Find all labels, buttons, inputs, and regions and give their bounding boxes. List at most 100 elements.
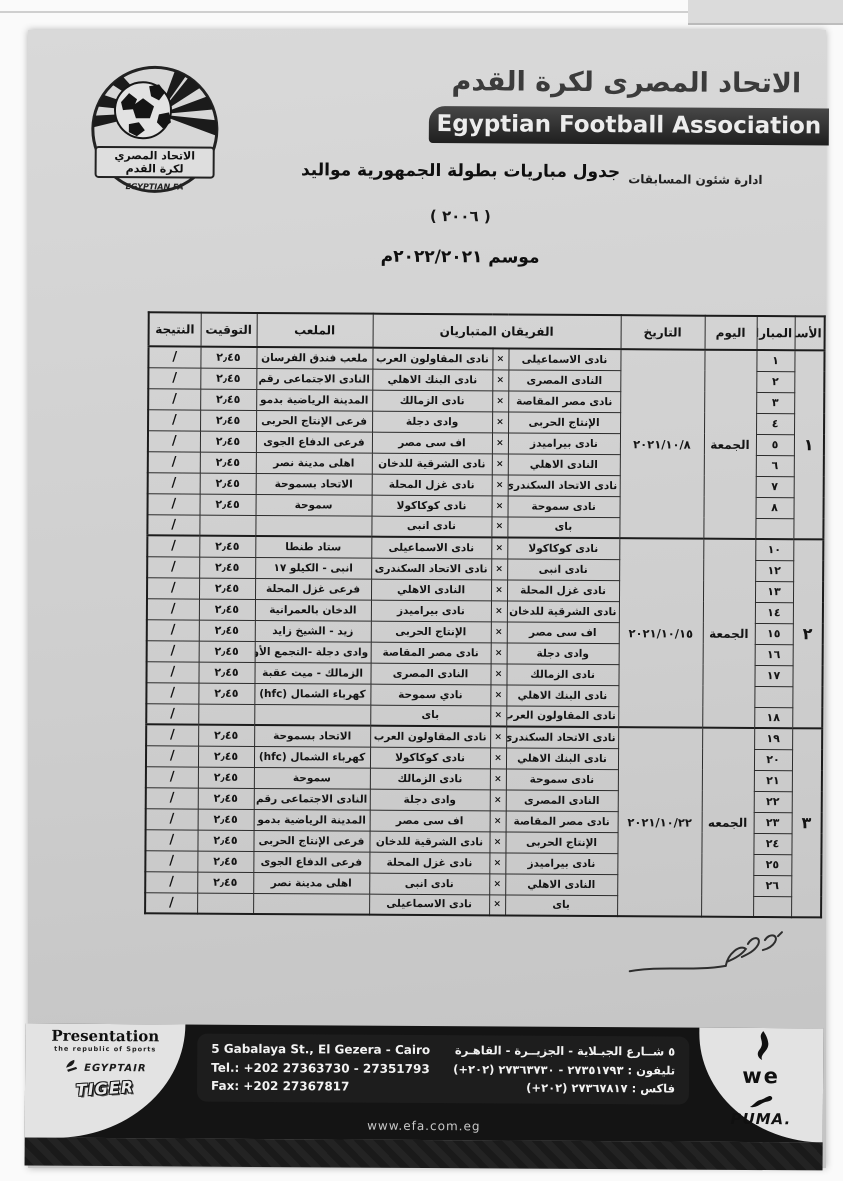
col-header-match: المباراة xyxy=(756,316,795,351)
result-cell: / xyxy=(147,430,201,452)
time-cell: ٢٫٤٥ xyxy=(197,766,254,788)
team2-cell: اف سى مصر xyxy=(371,431,493,454)
efa-crest-logo: الاتحاد المصري لكرة القدم EGYPTIAN FA xyxy=(84,58,225,205)
footer-address-arabic: ٥ شــارع الجبـلاية - الجزيــرة - القاهـر… xyxy=(453,1042,675,1099)
scan-top-edge-line xyxy=(0,11,705,13)
vs-mark-cell: × xyxy=(489,873,506,895)
team1-cell: النادى الاهلي xyxy=(507,453,620,476)
team2-cell: نادى الزمالك xyxy=(372,389,493,412)
result-cell: / xyxy=(148,367,201,389)
team1-cell: نادى انبى xyxy=(507,558,620,581)
time-cell: ٢٫٤٥ xyxy=(198,661,255,683)
result-cell: / xyxy=(148,346,201,368)
team2-cell: نادى انبى xyxy=(369,872,490,895)
time-cell: ٢٫٤٥ xyxy=(199,451,256,473)
stadium-cell: النادى الاجتماعى رقم ١ xyxy=(253,787,370,810)
vs-mark-cell: × xyxy=(489,852,506,874)
department-label: ادارة شئون المسابقات xyxy=(628,172,763,188)
vs-mark-cell: × xyxy=(490,600,507,622)
match-number-cell: ٧ xyxy=(755,476,794,498)
team2-cell: نادى غزل المحلة xyxy=(371,473,492,496)
stadium-cell xyxy=(254,703,371,726)
team2-cell: نادى المقاولون العرب xyxy=(372,347,493,370)
stadium-cell: الدخان بالعمرانية xyxy=(254,598,371,621)
time-cell: ٢٫٤٥ xyxy=(199,493,256,515)
match-number-cell: ٢٤ xyxy=(753,832,792,855)
result-cell: / xyxy=(148,409,201,431)
vs-mark-cell: × xyxy=(490,726,507,748)
team1-cell: النادى الاهلي xyxy=(505,873,618,896)
col-header-day: اليوم xyxy=(704,315,757,351)
col-header-time: التوقيت xyxy=(200,312,257,347)
org-title-arabic: الاتحاد المصرى لكرة القدم xyxy=(451,66,802,100)
fax-line-ar: فاكس : ٢٧٣٦٧٨١٧ ⁦(+٢٠٢)⁩ xyxy=(526,1080,676,1096)
result-cell: / xyxy=(145,892,198,914)
team1-cell: نادى الاتحاد السكندرى xyxy=(507,474,620,497)
vs-mark-cell: × xyxy=(489,894,506,916)
tiger-logo: TIGER xyxy=(75,1077,135,1100)
result-cell: / xyxy=(145,808,198,830)
result-cell: / xyxy=(147,472,200,494)
col-header-stadium: الملعب xyxy=(256,312,373,348)
team2-cell: نادى الشرقية للدخان xyxy=(369,830,490,853)
match-number-cell: ٨ xyxy=(755,497,794,519)
vs-mark-cell: × xyxy=(489,789,506,811)
team1-cell: باى xyxy=(505,894,618,917)
stadium-cell: ملعب فندق الفرسان xyxy=(256,346,373,369)
date-cell: ٢٠٢١/١٠/١٥ xyxy=(618,538,704,728)
result-cell: / xyxy=(145,829,198,851)
puma-logo: PUMA. xyxy=(699,1091,823,1129)
address-line-ar: ٥ شــارع الجبـلاية - الجزيــرة - القاهـر… xyxy=(454,1043,676,1059)
team1-cell: نادى بيراميدز xyxy=(505,852,618,875)
footer-left-sponsors: Presentation the republic of Sports EGYP… xyxy=(24,1023,186,1139)
team2-cell: نادى المقاولون العرب xyxy=(370,725,491,748)
time-cell: ٢٫٤٥ xyxy=(200,409,257,431)
team1-cell: نادى الاسماعيلى xyxy=(508,348,621,371)
result-cell: / xyxy=(147,514,200,536)
address-line: 5 Gabalaya St., El Gezera - Cairo xyxy=(211,1041,431,1058)
team1-cell: نادى البنك الاهلي xyxy=(506,684,619,707)
football-panels xyxy=(121,84,171,137)
egyptair-logo: EGYPTAIR xyxy=(25,1059,185,1075)
stadium-cell: فرعى غزل المحلة xyxy=(254,577,372,600)
scan-top-right-edge xyxy=(688,0,843,25)
match-number-cell: ٢٥ xyxy=(753,853,792,876)
time-cell: ٢٫٤٥ xyxy=(198,640,255,662)
match-number-cell xyxy=(755,518,794,540)
result-cell: / xyxy=(146,577,200,599)
team2-cell: وادى دجلة xyxy=(372,410,493,433)
birth-year: ( ٢٠٠٦ ) xyxy=(429,207,491,226)
schedule-table: الأسبوع المباراة اليوم التاريخ الفريقان … xyxy=(144,311,826,919)
result-cell: / xyxy=(147,493,200,515)
we-flame-icon xyxy=(757,1031,769,1061)
document-title: جدول مباريات بطولة الجمهورية مواليد xyxy=(300,160,621,183)
team2-cell: نادي سموحة xyxy=(370,683,491,706)
match-number-cell: ١٣ xyxy=(754,581,794,603)
team1-cell: نادى مصر المقاصة xyxy=(505,810,618,833)
team2-cell: نادى مصر المقاصة xyxy=(370,641,491,664)
team2-cell: نادى الاسماعيلى xyxy=(369,893,490,916)
team2-cell: نادى كوكاكولا xyxy=(371,494,492,517)
match-number-cell: ١٥ xyxy=(754,623,793,645)
team1-cell: نادى سموحة xyxy=(507,495,620,518)
date-cell: ٢٠٢١/١٠/٢٢ xyxy=(617,727,703,917)
result-cell: / xyxy=(145,871,198,893)
stadium-cell: وادى دجلة -التجمع الأول xyxy=(254,640,371,663)
day-cell: الجمعه xyxy=(701,727,755,917)
time-cell: ٢٫٤٥ xyxy=(200,367,257,389)
signature xyxy=(622,927,792,988)
stadium-cell: اهلى مدينة نصر xyxy=(255,451,372,474)
result-cell: / xyxy=(147,451,200,473)
scan-table-surface xyxy=(24,1137,823,1171)
time-cell: ٢٫٤٥ xyxy=(198,598,255,620)
stadium-cell xyxy=(253,892,370,915)
vs-mark-cell: × xyxy=(492,369,509,391)
vs-mark-cell: × xyxy=(490,579,508,601)
schedule-table-body: ١ ١ الجمعة ٢٠٢١/١٠/٨ نادى الاسماعيلى × نادى ال… xyxy=(145,346,825,918)
stadium-cell: كهرباء الشمال (hfc) xyxy=(254,682,371,705)
time-cell: ٢٫٤٥ xyxy=(197,787,254,809)
document-page: الاتحاد المصري لكرة القدم EGYPTIAN FA ال… xyxy=(24,30,830,1171)
match-number-cell: ١٦ xyxy=(754,644,793,666)
time-cell: ٢٫٤٥ xyxy=(199,535,256,557)
team2-cell: نادى بيراميدز xyxy=(370,599,491,622)
